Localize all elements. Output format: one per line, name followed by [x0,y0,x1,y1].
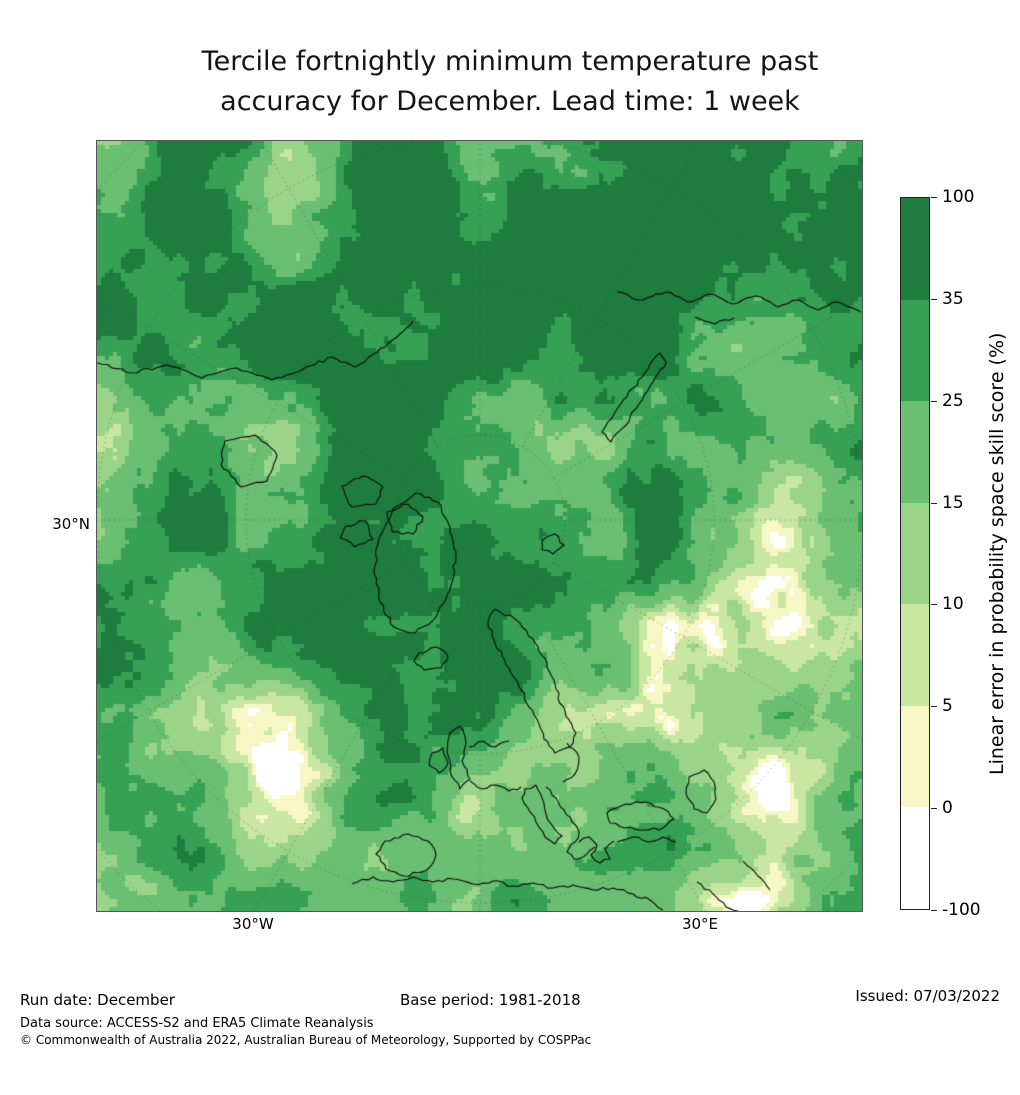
page-title: Tercile fortnightly minimum temperature … [0,42,1020,122]
run-date-text: Run date: December [20,991,175,1009]
colorbar-tick-mark [931,604,937,605]
data-source-text: Data source: ACCESS-S2 and ERA5 Climate … [20,1016,374,1031]
colorbar [900,197,930,910]
base-period-text: Base period: 1981-2018 [400,991,581,1009]
colorbar-tick-label: 15 [942,493,964,513]
colorbar-segment [901,604,929,706]
colorbar-tick-mark [931,808,937,809]
colorbar-tick-label: 5 [942,696,953,716]
colorbar-tick-mark [931,503,937,504]
colorbar-tick-mark [931,706,937,707]
colorbar-tick-label: 100 [942,187,975,207]
colorbar-tick-label: 25 [942,391,964,411]
lon-grid-label-east: 30°E [681,915,719,933]
colorbar-tick-mark [931,197,937,198]
title-line-1: Tercile fortnightly minimum temperature … [201,46,819,77]
colorbar-segment [901,198,929,300]
colorbar-tick-mark [931,299,937,300]
colorbar-segment [901,299,929,402]
colorbar-tick-mark [931,910,937,911]
colorbar-segment [901,401,929,503]
colorbar-tick-label: 35 [942,289,964,309]
colorbar-segment [901,502,929,605]
colorbar-tick-mark [931,401,937,402]
copyright-text: © Commonwealth of Australia 2022, Austra… [20,1033,592,1047]
colorbar-tick-label: -100 [942,900,981,920]
colorbar-tick-label: 0 [942,798,953,818]
colorbar-segment [901,705,929,808]
lon-grid-label-west: 30°W [232,915,274,933]
lat-grid-label: 30°N [52,515,90,533]
map-canvas [96,140,863,912]
colorbar-axis-label: Linear error in probability space skill … [986,332,1008,775]
map-plot [96,140,863,912]
colorbar-segment [901,807,929,910]
issued-date-text: Issued: 07/03/2022 [855,987,1000,1005]
title-line-2: accuracy for December. Lead time: 1 week [220,86,800,117]
colorbar-tick-label: 10 [942,594,964,614]
